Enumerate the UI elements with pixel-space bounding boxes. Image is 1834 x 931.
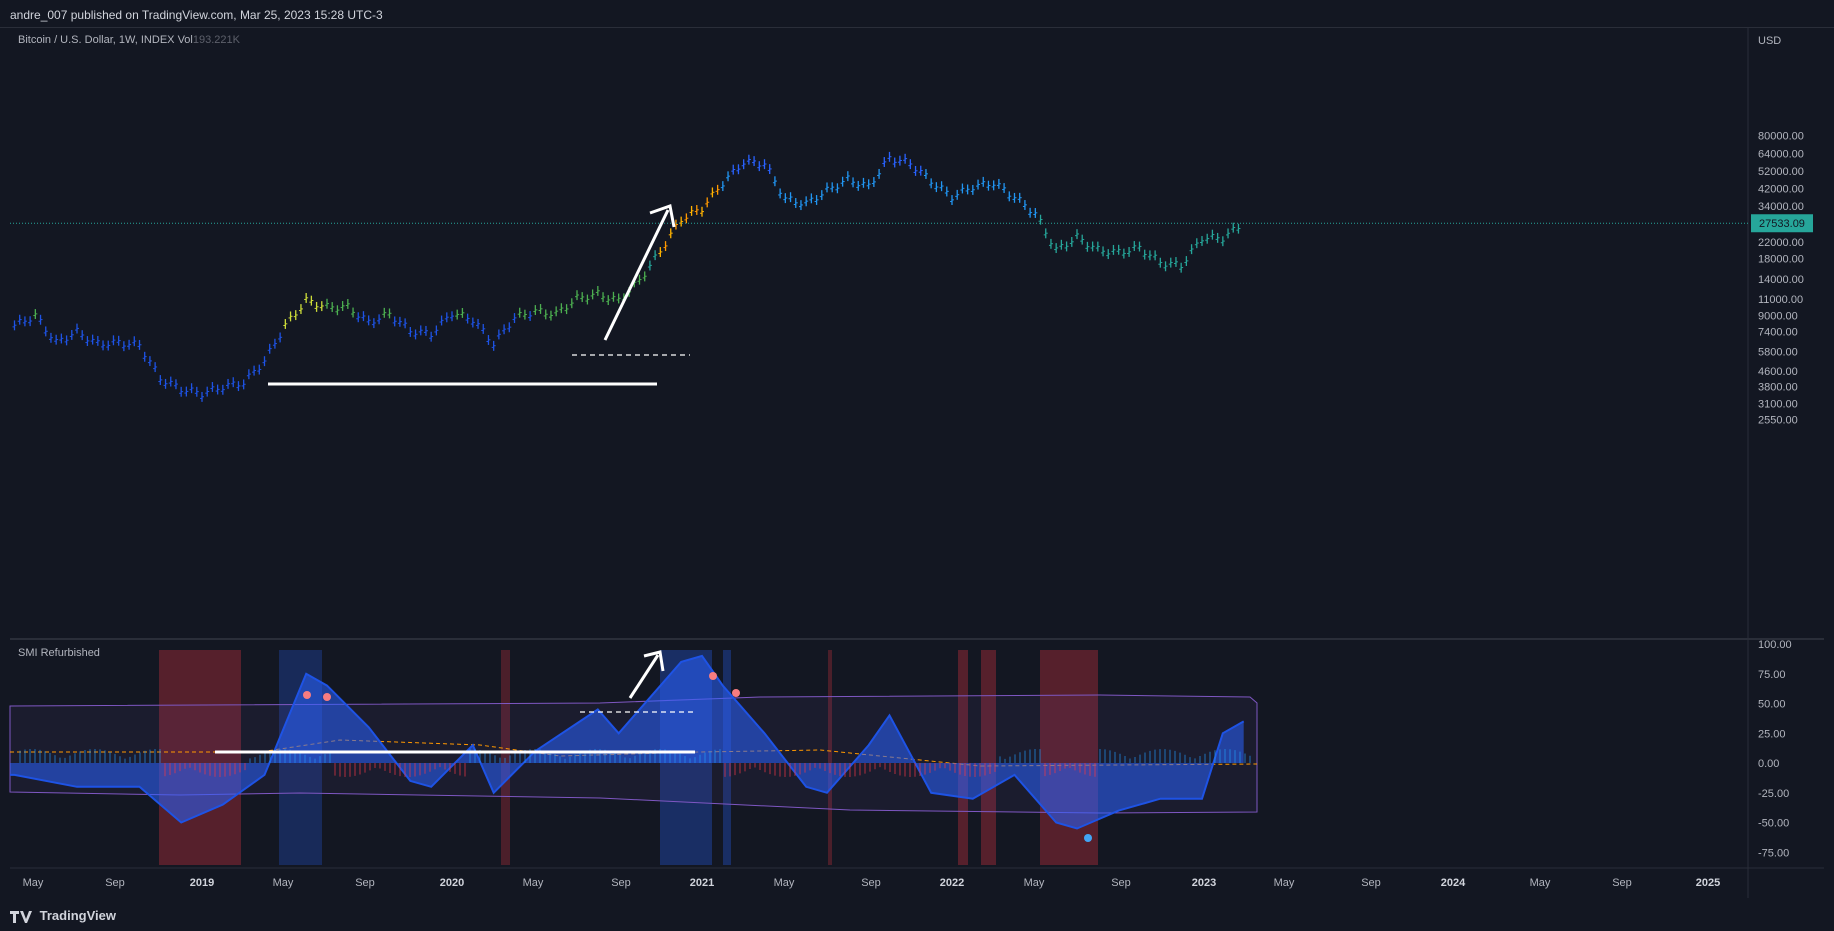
indicator-arrow-shaft <box>628 654 660 699</box>
indicator-tick-label: 100.00 <box>1758 639 1792 651</box>
indicator-legend: SMI Refurbished <box>18 647 100 659</box>
tradingview-brand[interactable]: TradingView <box>10 908 116 923</box>
smi-signal-dot <box>323 693 331 701</box>
tradingview-logo-icon <box>10 910 32 923</box>
price-tick-label: 3100.00 <box>1758 398 1798 410</box>
smi-line <box>10 654 1245 830</box>
time-tick-label: 2020 <box>440 877 464 889</box>
time-tick-label: May <box>273 877 294 889</box>
signal-band <box>1040 650 1098 865</box>
price-tick-label: 5800.00 <box>1758 347 1798 359</box>
time-tick-label: Sep <box>355 877 375 889</box>
time-tick-label: Sep <box>1612 877 1632 889</box>
last-price-label: 27533.09 <box>1759 218 1805 230</box>
indicator-tick-label: -75.00 <box>1758 847 1789 859</box>
time-tick-label: Sep <box>105 877 125 889</box>
signal-band <box>501 650 510 865</box>
price-tick-label: 4600.00 <box>1758 366 1798 378</box>
signal-band <box>159 650 241 865</box>
publish-header: andre_007 published on TradingView.com, … <box>0 0 1834 28</box>
price-tick-label: 2550.00 <box>1758 415 1798 427</box>
time-tick-label: May <box>1530 877 1551 889</box>
price-tick-label: 22000.00 <box>1758 237 1804 249</box>
price-tick-label: 3800.00 <box>1758 382 1798 394</box>
smi-signal-dot <box>732 689 740 697</box>
time-tick-label: 2025 <box>1696 877 1720 889</box>
time-tick-label: May <box>23 877 44 889</box>
time-tick-label: 2019 <box>190 877 214 889</box>
smi-signal-dot <box>303 691 311 699</box>
footer-brand-label: TradingView <box>39 908 116 923</box>
indicator-tick-label: 0.00 <box>1758 758 1779 770</box>
arrow-head <box>649 204 676 228</box>
currency-label: USD <box>1758 35 1781 47</box>
time-tick-label: Sep <box>611 877 631 889</box>
time-tick-label: May <box>1024 877 1045 889</box>
last-price-badge <box>1751 214 1813 233</box>
publish-line: andre_007 published on TradingView.com, … <box>10 8 383 22</box>
indicator-tick-label: 50.00 <box>1758 699 1786 711</box>
time-tick-label: May <box>1274 877 1295 889</box>
indicator-arrow-head <box>643 650 665 672</box>
time-tick-label: May <box>523 877 544 889</box>
vol-label: Vol <box>177 34 193 46</box>
symbol-legend: Bitcoin / U.S. Dollar, 1W, INDEX Vol193.… <box>18 34 240 46</box>
time-tick-label: 2023 <box>1192 877 1216 889</box>
price-tick-label: 80000.00 <box>1758 130 1804 142</box>
footer: TradingView <box>0 900 1834 931</box>
price-tick-label: 11000.00 <box>1758 294 1803 306</box>
indicator-title: SMI Refurbished <box>18 647 100 659</box>
price-tick-label: 18000.00 <box>1758 253 1804 265</box>
time-tick-label: Sep <box>1111 877 1131 889</box>
chart-canvas[interactable]: 80000.00 64000.00 52000.00 42000.00 34000.00… <box>0 0 1834 900</box>
price-tick-label: 14000.00 <box>1758 274 1804 286</box>
time-tick-label: Sep <box>861 877 881 889</box>
time-tick-label: Sep <box>1361 877 1381 889</box>
price-tick-label: 7400.00 <box>1758 327 1798 339</box>
price-tick-label: 64000.00 <box>1758 149 1804 161</box>
arrow-shaft <box>603 209 670 341</box>
time-tick-label: 2024 <box>1441 877 1466 889</box>
price-tick-label: 52000.00 <box>1758 166 1804 178</box>
indicator-tick-label: -50.00 <box>1758 818 1789 830</box>
time-tick-label: 2021 <box>690 877 714 889</box>
smi-signal-dot <box>1084 834 1092 842</box>
price-tick-label: 34000.00 <box>1758 201 1804 213</box>
indicator-tick-label: 25.00 <box>1758 728 1786 740</box>
symbol-line: Bitcoin / U.S. Dollar, 1W, INDEX <box>18 34 175 46</box>
price-tick-label: 9000.00 <box>1758 310 1798 322</box>
price-tick-label: 42000.00 <box>1758 183 1804 195</box>
time-tick-label: 2022 <box>940 877 964 889</box>
indicator-tick-label: 75.00 <box>1758 669 1786 681</box>
smi-area <box>10 655 1244 829</box>
signal-band <box>828 650 832 865</box>
smi-signal-dot <box>709 672 717 680</box>
signal-band <box>958 650 968 865</box>
vol-value: 193.221K <box>192 34 240 46</box>
time-tick-label: May <box>774 877 795 889</box>
indicator-tick-label: -25.00 <box>1758 788 1789 800</box>
